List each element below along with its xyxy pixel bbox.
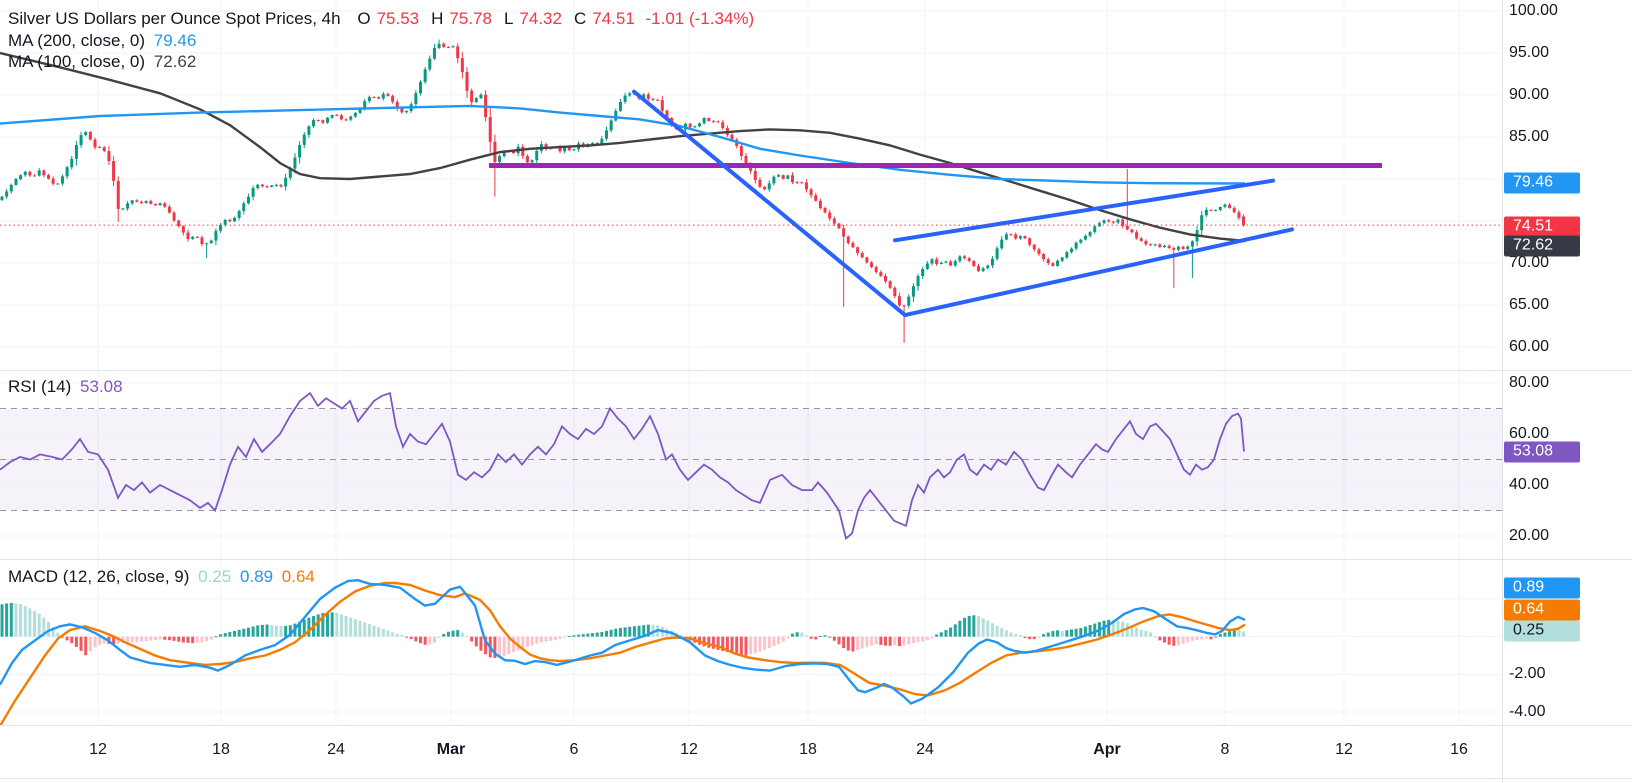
ma200-line — [0, 104, 1246, 185]
macd-gridlines — [0, 598, 1502, 713]
macd-line-value: 0.89 — [239, 567, 274, 586]
price-axis-label: 60.00 — [1509, 425, 1550, 442]
price-axis-label: 20.00 — [1509, 527, 1550, 544]
price-badge: 72.62 — [1504, 235, 1580, 257]
price-badge: 0.64 — [1504, 599, 1580, 621]
price-axis-label: 60.00 — [1509, 338, 1550, 355]
rsi-gridlines — [0, 382, 1502, 537]
vertical-gridlines — [97, 0, 1460, 725]
ma100-value: 72.62 — [153, 52, 197, 71]
pane-separator-rsi-macd[interactable] — [0, 559, 1632, 560]
symbol-legend-row[interactable]: Silver US Dollars per Ounce Spot Prices,… — [8, 9, 754, 29]
time-axis-label: 12 — [89, 741, 107, 758]
ma200-label: MA (200, close, 0) — [8, 31, 146, 50]
bottom-edge-line — [0, 778, 1632, 779]
drawings-layer — [489, 89, 1382, 318]
price-axis-label: -4.00 — [1509, 703, 1546, 720]
rsi-line — [0, 391, 1245, 541]
time-axis-label: 24 — [327, 741, 345, 758]
time-axis-label: 16 — [1450, 741, 1468, 758]
price-axis-label: 80.00 — [1509, 374, 1550, 391]
time-axis-label: 24 — [916, 741, 934, 758]
price-axis-label: 85.00 — [1509, 128, 1550, 145]
price-badge: 53.08 — [1504, 441, 1580, 463]
main-gridlines — [0, 10, 1502, 348]
ma100-legend-row[interactable]: MA (100, close, 0) 72.62 — [8, 52, 196, 72]
macd-signal-line — [0, 581, 1246, 725]
price-axis-label: 100.00 — [1509, 2, 1558, 19]
symbol-title: Silver US Dollars per Ounce Spot Prices,… — [8, 9, 341, 28]
price-badge: 79.46 — [1504, 172, 1580, 194]
price-axis-label: 70.00 — [1509, 254, 1550, 271]
trend-line-drawing — [632, 89, 907, 318]
candles-layer — [0, 39, 1246, 343]
rsi-legend-row[interactable]: RSI (14) 53.08 — [8, 377, 123, 397]
time-axis-label: 12 — [1335, 741, 1353, 758]
ma200-legend-row[interactable]: MA (200, close, 0) 79.46 — [8, 31, 196, 51]
price-axis-label: 95.00 — [1509, 44, 1550, 61]
price-badge: 74.51 — [1504, 216, 1580, 238]
pane-separator-macd-timeaxis — [0, 725, 1632, 726]
pane-separator-main-rsi[interactable] — [0, 370, 1632, 371]
rsi-label: RSI (14) — [8, 377, 72, 396]
trend-line-drawing — [903, 227, 1294, 318]
macd-histogram — [0, 602, 1246, 658]
macd-signal-value: 0.64 — [281, 567, 315, 586]
macd-label: MACD (12, 26, close, 9) — [8, 567, 190, 586]
ohlc-values: O 75.53 H 75.78 L 74.32 C 74.51 -1.01 (-1.34%) — [357, 9, 755, 28]
time-axis-label: 6 — [569, 741, 579, 758]
time-axis[interactable]: 12 18 24 Mar 6 12 18 24 Apr 8 12 16 — [0, 726, 1632, 783]
price-axis-label: 40.00 — [1509, 476, 1550, 493]
time-axis-label: 12 — [680, 741, 698, 758]
macd-line — [0, 578, 1246, 705]
price-badge: 0.89 — [1504, 577, 1580, 599]
price-axis[interactable]: 100.00 95.00 90.00 85.00 70.00 65.00 60.00 80.0… — [1502, 0, 1632, 783]
price-axis-label: 90.00 — [1509, 86, 1550, 103]
change-value: -1.01 (-1.34%) — [645, 9, 755, 28]
price-axis-label: 65.00 — [1509, 296, 1550, 313]
time-axis-label: 18 — [212, 741, 230, 758]
price-axis-label: -2.00 — [1509, 665, 1546, 682]
trend-line-drawing — [893, 178, 1275, 243]
rsi-value: 53.08 — [80, 377, 123, 396]
ma100-label: MA (100, close, 0) — [8, 52, 146, 71]
time-axis-label: Apr — [1093, 741, 1121, 758]
ma200-value: 79.46 — [153, 31, 197, 50]
time-axis-label: 18 — [799, 741, 817, 758]
macd-hist-value: 0.25 — [198, 567, 232, 586]
time-axis-label: 8 — [1220, 741, 1230, 758]
ma100-line — [0, 51, 1246, 243]
macd-legend-row[interactable]: MACD (12, 26, close, 9) 0.25 0.89 0.64 — [8, 567, 315, 587]
time-axis-label: Mar — [436, 741, 466, 758]
price-badge: 0.25 — [1504, 620, 1580, 642]
